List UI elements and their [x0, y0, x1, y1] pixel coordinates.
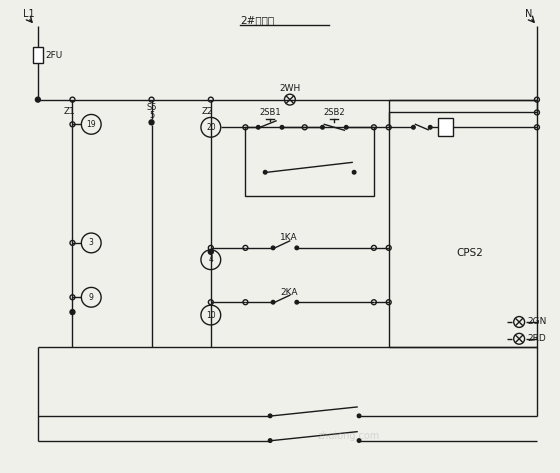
Text: 19: 19	[86, 120, 96, 129]
Text: 2FU: 2FU	[46, 51, 63, 60]
Text: 5: 5	[149, 111, 154, 120]
Circle shape	[428, 125, 432, 129]
Text: 1KA: 1KA	[280, 234, 297, 243]
Bar	[389, 100, 537, 347]
Text: zhulong.com: zhulong.com	[318, 430, 380, 441]
Text: 2KA: 2KA	[280, 288, 297, 297]
Circle shape	[256, 125, 260, 129]
Circle shape	[271, 300, 275, 304]
Text: 10: 10	[206, 311, 216, 320]
Text: L1: L1	[23, 9, 35, 18]
Bar	[33, 47, 43, 63]
Circle shape	[70, 310, 75, 315]
Text: 2WH: 2WH	[279, 84, 301, 93]
Circle shape	[268, 414, 272, 418]
Text: 4: 4	[208, 255, 213, 264]
Text: 2#泵控制: 2#泵控制	[240, 16, 274, 26]
Text: 9: 9	[89, 293, 94, 302]
Text: CPS2: CPS2	[457, 248, 484, 258]
Circle shape	[271, 246, 275, 250]
Circle shape	[344, 125, 348, 129]
Circle shape	[35, 97, 40, 102]
Text: 20: 20	[206, 123, 216, 132]
Circle shape	[295, 300, 298, 304]
Circle shape	[357, 414, 361, 418]
Text: 2SB2: 2SB2	[324, 108, 345, 117]
Circle shape	[268, 439, 272, 442]
Text: Z1: Z1	[64, 107, 76, 116]
Circle shape	[149, 120, 154, 125]
Circle shape	[412, 125, 415, 129]
Text: 3: 3	[89, 238, 94, 247]
Text: Z2: Z2	[202, 107, 214, 116]
Circle shape	[208, 249, 213, 254]
Text: 2SB1: 2SB1	[259, 108, 281, 117]
Bar	[245, 127, 374, 196]
Text: N: N	[525, 9, 533, 18]
Text: S5: S5	[146, 103, 157, 112]
Circle shape	[357, 439, 361, 442]
Text: 2GN: 2GN	[527, 317, 547, 326]
Text: 2RD: 2RD	[527, 334, 546, 343]
Circle shape	[352, 170, 356, 174]
Bar	[438, 118, 453, 136]
Circle shape	[295, 246, 298, 250]
Circle shape	[321, 125, 324, 129]
Circle shape	[263, 170, 267, 174]
Circle shape	[280, 125, 284, 129]
